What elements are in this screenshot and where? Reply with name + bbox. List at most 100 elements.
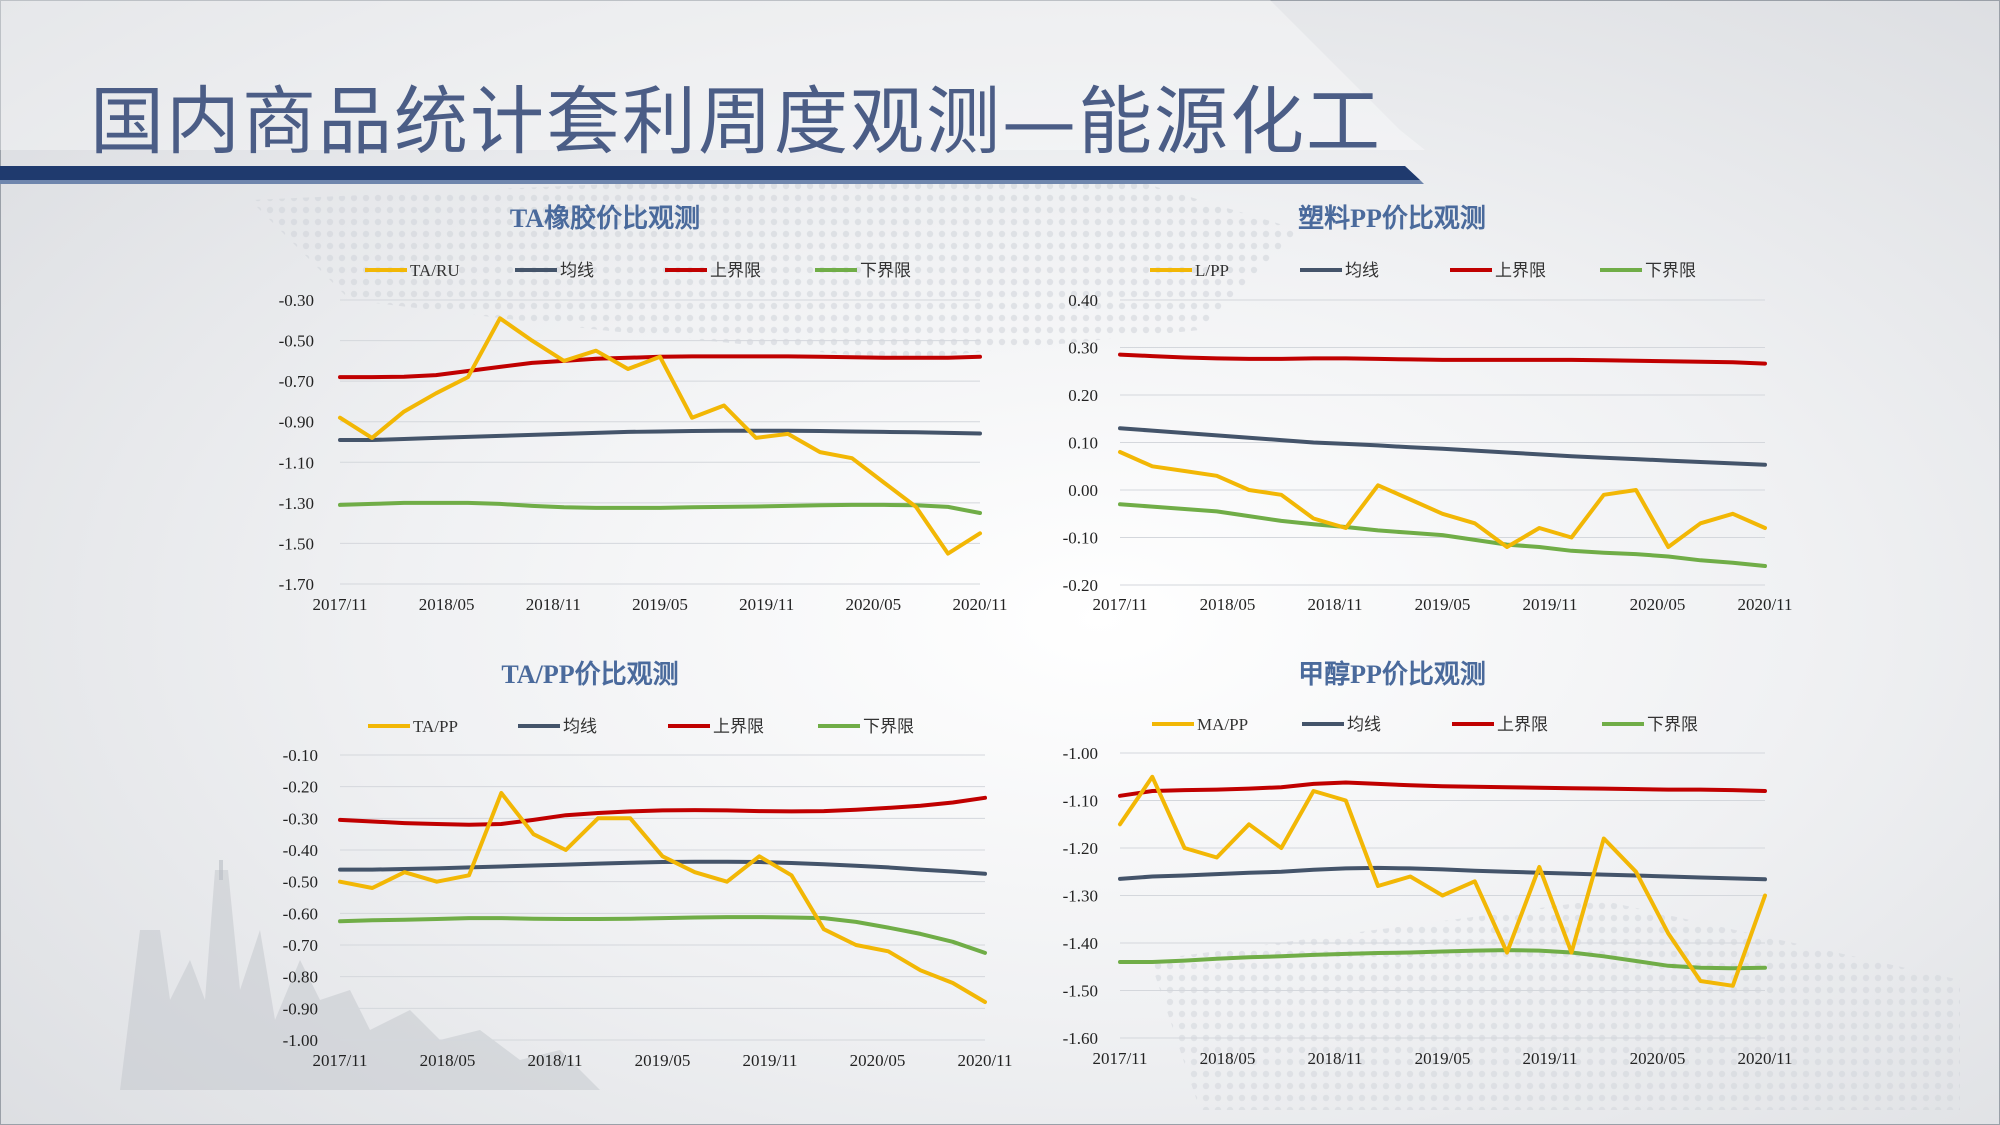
- x-tick-label: 2018/05: [1200, 595, 1256, 614]
- y-tick-label: -0.80: [283, 968, 318, 987]
- legend-label: 均线: [560, 261, 594, 280]
- x-tick-label: 2019/11: [1522, 595, 1577, 614]
- x-tick-label: 2018/11: [1307, 1049, 1362, 1068]
- x-tick-label: 2017/11: [1092, 595, 1147, 614]
- y-tick-label: 0.40: [1068, 291, 1098, 310]
- legend-label: 均线: [1347, 715, 1381, 734]
- y-tick-label: -1.00: [1063, 744, 1098, 763]
- y-tick-label: -0.70: [283, 936, 318, 955]
- x-tick-label: 2020/05: [1630, 1049, 1686, 1068]
- y-tick-label: -1.50: [1063, 982, 1098, 1001]
- legend-label: 上界限: [710, 261, 761, 280]
- chart-title: 塑料PP价比观测: [1298, 204, 1486, 233]
- x-tick-label: 2018/11: [1307, 595, 1362, 614]
- legend-label: MA/PP: [1197, 715, 1248, 734]
- x-tick-label: 2019/11: [1522, 1049, 1577, 1068]
- x-tick-label: 2020/05: [850, 1051, 906, 1070]
- y-tick-label: -0.20: [1063, 576, 1098, 595]
- y-tick-label: -0.90: [283, 999, 318, 1018]
- x-tick-label: 2017/11: [312, 595, 367, 614]
- series-line-main: [1118, 774, 1767, 988]
- legend-label: 下界限: [1647, 715, 1698, 734]
- x-tick-label: 2020/11: [1737, 1049, 1792, 1068]
- series-line-mean: [338, 859, 987, 876]
- x-tick-label: 2019/11: [739, 595, 794, 614]
- x-tick-label: 2020/11: [957, 1051, 1012, 1070]
- legend-label: 上界限: [1495, 261, 1546, 280]
- chart-title: 甲醇PP价比观测: [1298, 659, 1486, 689]
- legend-label: 均线: [1345, 261, 1379, 280]
- x-tick-label: 2018/05: [420, 1051, 476, 1070]
- series-line-lower: [1118, 502, 1767, 568]
- y-tick-label: -1.10: [1063, 792, 1098, 811]
- x-tick-label: 2020/05: [845, 595, 901, 614]
- series-line-lower: [338, 500, 982, 515]
- legend-label: 下界限: [863, 717, 914, 736]
- legend-label: TA/RU: [410, 261, 460, 280]
- y-tick-label: -1.60: [1063, 1029, 1098, 1048]
- legend-label: 均线: [563, 717, 597, 736]
- page-title: 国内商品统计套利周度观测—能源化工: [90, 79, 1382, 165]
- y-tick-label: -0.10: [283, 746, 318, 765]
- legend-label: L/PP: [1195, 261, 1229, 280]
- x-tick-label: 2020/05: [1630, 595, 1686, 614]
- series-line-upper: [1118, 352, 1767, 366]
- y-tick-label: -1.10: [279, 453, 314, 472]
- y-tick-label: -1.20: [1063, 839, 1098, 858]
- y-tick-label: -0.50: [279, 332, 314, 351]
- series-line-main: [1118, 450, 1767, 549]
- y-tick-label: -0.60: [283, 904, 318, 923]
- x-tick-label: 2019/11: [742, 1051, 797, 1070]
- header-band: [0, 0, 1425, 184]
- x-tick-label: 2017/11: [1092, 1049, 1147, 1068]
- chart-title: TA/PP价比观测: [501, 660, 678, 689]
- legend-label: 下界限: [1645, 261, 1696, 280]
- x-tick-label: 2018/05: [419, 595, 475, 614]
- series-line-upper: [338, 795, 987, 827]
- y-tick-label: -1.50: [279, 534, 314, 553]
- series-line-mean: [338, 428, 982, 442]
- y-tick-label: 0.20: [1068, 386, 1098, 405]
- legend-label: 上界限: [1497, 715, 1548, 734]
- y-tick-label: 0.00: [1068, 481, 1098, 500]
- y-tick-label: -1.40: [1063, 934, 1098, 953]
- x-tick-label: 2018/11: [526, 595, 581, 614]
- series-line-main: [338, 791, 987, 1004]
- y-tick-label: -1.30: [1063, 887, 1098, 906]
- legend-label: TA/PP: [413, 717, 458, 736]
- y-tick-label: 0.30: [1068, 339, 1098, 358]
- series-line-main: [338, 316, 982, 556]
- series-line-mean: [1118, 865, 1767, 882]
- x-tick-label: 2019/05: [632, 595, 688, 614]
- legend-label: 下界限: [860, 261, 911, 280]
- x-tick-label: 2019/05: [1415, 1049, 1471, 1068]
- y-tick-label: -0.90: [279, 413, 314, 432]
- x-tick-label: 2020/11: [1737, 595, 1792, 614]
- legend-label: 上界限: [713, 717, 764, 736]
- x-tick-label: 2017/11: [312, 1051, 367, 1070]
- x-tick-label: 2018/05: [1200, 1049, 1256, 1068]
- chart-title: TA橡胶价比观测: [510, 203, 700, 233]
- series-line-lower: [1118, 948, 1767, 971]
- x-tick-label: 2019/05: [635, 1051, 691, 1070]
- x-tick-label: 2020/11: [952, 595, 1007, 614]
- y-tick-label: -0.70: [279, 372, 314, 391]
- y-tick-label: -0.40: [283, 841, 318, 860]
- series-line-mean: [1118, 426, 1767, 467]
- y-tick-label: -0.20: [283, 778, 318, 797]
- y-tick-label: -1.30: [279, 494, 314, 513]
- y-tick-label: -1.70: [279, 575, 314, 594]
- x-tick-label: 2019/05: [1415, 595, 1471, 614]
- y-tick-label: -0.10: [1063, 529, 1098, 548]
- y-tick-label: -1.00: [283, 1031, 318, 1050]
- y-tick-label: 0.10: [1068, 434, 1098, 453]
- y-tick-label: -0.30: [279, 291, 314, 310]
- y-tick-label: -0.50: [283, 873, 318, 892]
- series-line-upper: [1118, 780, 1767, 798]
- series-line-lower: [338, 915, 987, 955]
- x-tick-label: 2018/11: [527, 1051, 582, 1070]
